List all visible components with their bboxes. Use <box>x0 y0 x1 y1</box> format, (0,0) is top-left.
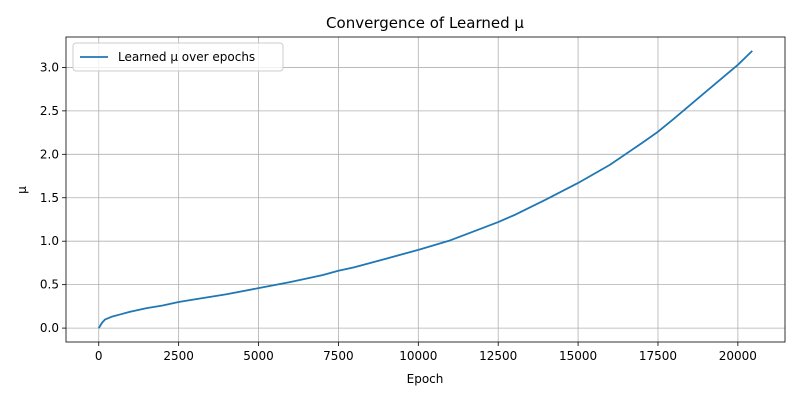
x-tick-label: 15000 <box>559 349 597 363</box>
y-axis-ticks: 0.0 0.5 1.0 1.5 2.0 2.5 3.0 <box>40 60 66 335</box>
y-tick-label: 2.5 <box>40 104 59 118</box>
legend: Learned μ over epochs <box>72 42 284 72</box>
y-axis-label: μ <box>15 186 29 194</box>
x-tick-label: 5000 <box>243 349 274 363</box>
y-tick-label: 0.0 <box>40 321 59 335</box>
x-tick-label: 2500 <box>163 349 194 363</box>
x-axis-label: Epoch <box>407 372 444 386</box>
y-tick-label: 3.0 <box>40 60 59 74</box>
plot-frame <box>65 36 786 343</box>
x-axis-ticks: 0 2500 5000 7500 10000 12500 15000 17500 20000 <box>95 342 757 363</box>
y-tick-label: 0.5 <box>40 278 59 292</box>
x-tick-label: 17500 <box>639 349 677 363</box>
y-tick-label: 1.0 <box>40 234 59 248</box>
chart-title: Convergence of Learned μ <box>326 14 524 32</box>
x-tick-label: 12500 <box>479 349 517 363</box>
x-tick-label: 10000 <box>399 349 437 363</box>
x-tick-label: 0 <box>95 349 103 363</box>
x-tick-label: 20000 <box>719 349 757 363</box>
y-tick-label: 1.5 <box>40 191 59 205</box>
series-line <box>97 50 753 329</box>
legend-label: Learned μ over epochs <box>118 50 255 64</box>
grid <box>66 37 785 342</box>
y-tick-label: 2.0 <box>40 147 59 161</box>
series-layer <box>97 50 753 329</box>
x-tick-label: 7500 <box>323 349 354 363</box>
legend-box <box>72 42 284 72</box>
